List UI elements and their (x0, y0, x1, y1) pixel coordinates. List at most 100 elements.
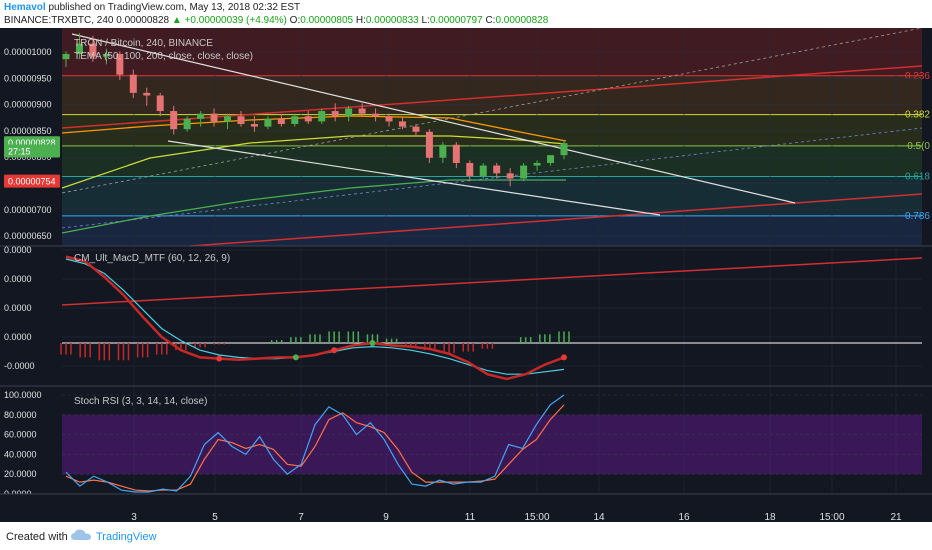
candle-body (183, 118, 191, 130)
candle-body (479, 165, 487, 176)
stoch-axis-tick: 100.0000 (4, 390, 42, 400)
stoch-rsi-label: Stoch RSI (3, 3, 14, 14, close) (74, 396, 207, 407)
candle-body (385, 116, 393, 122)
macd-axis-tick: 0.0000 (4, 332, 32, 342)
candle-body (102, 53, 110, 57)
time-axis-tick: 16 (678, 512, 690, 522)
dashed-trend-line (61, 28, 923, 194)
candle-body (237, 116, 245, 125)
descending-support-line (167, 140, 661, 216)
macd-cross-dot (216, 355, 223, 362)
open-value: 0.00000805 (300, 15, 354, 26)
price-axis-tick: 0.00000900 (4, 100, 52, 110)
tema-mid-line (61, 135, 567, 189)
macd-axis-tick: -0.0000 (4, 361, 35, 371)
candle-body (547, 155, 555, 163)
stoch-axis-tick: 60.0000 (4, 430, 37, 440)
candle-body (506, 173, 514, 179)
fib-zone (62, 215, 922, 246)
stoch-axis-tick: 40.0000 (4, 449, 37, 459)
candle-body (129, 74, 137, 93)
time-axis-tick: 11 (465, 512, 476, 522)
candle-body (116, 53, 124, 75)
stoch-k-line (65, 394, 565, 493)
price-badge (4, 144, 60, 158)
macd-trend-line (61, 257, 923, 306)
candle-body (398, 121, 406, 127)
stoch-axis-tick: 20.0000 (4, 469, 37, 479)
price-axis-tick: 0.00001000 (4, 47, 52, 57)
candle-body (452, 144, 460, 163)
stoch-band (62, 414, 922, 475)
macd-cross-dot (369, 340, 376, 346)
chart-title: TRON / Bitcoin, 240, BINANCE (74, 38, 213, 49)
candle-body (372, 113, 380, 117)
tradingview-link[interactable]: TradingView (96, 531, 157, 543)
candle-body (264, 118, 272, 127)
fib-level-label: 0.786 (905, 211, 930, 222)
channel-upper-line (61, 65, 923, 129)
candle-body (210, 113, 218, 122)
candle-body (412, 126, 420, 132)
time-axis-tick: 7 (298, 512, 304, 522)
fib-zone (62, 114, 922, 146)
up-arrow-icon: ▲ (171, 15, 182, 26)
candle-body (143, 92, 151, 96)
candle-body (156, 95, 164, 112)
candle-body (358, 108, 366, 114)
fib-level-label: 0.5(0 (907, 141, 930, 152)
fib-level-label: 0.618 (905, 171, 930, 182)
candle-body (493, 165, 501, 174)
created-with-text: Created with (6, 531, 68, 543)
price-badge (4, 174, 60, 188)
candle-body (466, 162, 474, 176)
fib-zone (62, 75, 922, 115)
candle-body (560, 143, 568, 156)
high-label: H: (355, 15, 366, 26)
time-axis-tick: 15:00 (819, 512, 844, 522)
descending-resistance-line (71, 33, 796, 204)
fib-zone (62, 176, 922, 216)
stoch-axis-tick: 80.0000 (4, 410, 37, 420)
low-value: 0.00000797 (429, 15, 483, 26)
tema-indicator-label: TEMA (50, 100, 200, close, close, close) (74, 51, 253, 62)
footer: Created with TradingView (0, 522, 932, 550)
candle-body (331, 111, 339, 117)
candle-body (62, 53, 70, 60)
price-axis-tick: 0.00000950 (4, 73, 52, 83)
price-axis-tick: 0.00000850 (4, 126, 52, 136)
high-value: 0.00000833 (365, 15, 419, 26)
tradingview-cloud-icon (71, 529, 91, 540)
candle-body (318, 111, 326, 122)
price-axis-tick: 0.00000650 (4, 231, 52, 241)
candle-body (520, 165, 528, 179)
price-badge-label: 0.00000828 (8, 138, 56, 148)
time-axis-tick: 5 (212, 512, 218, 522)
candle-body (533, 162, 541, 166)
low-label: L: (421, 15, 430, 26)
dashed-trend-line (61, 127, 923, 229)
candle-body (197, 113, 205, 119)
fib-level-label: 0.236 (905, 71, 930, 82)
time-axis-tick: 18 (764, 512, 776, 522)
macd-indicator-label: CM_Ult_MacD_MTF (60, 12, 26, 9) (74, 253, 230, 264)
time-axis-tick: 3 (131, 512, 137, 522)
price-badge-label: 0.00000754 (8, 177, 56, 187)
author-link[interactable]: Hemavol (4, 2, 46, 13)
candle-body (345, 108, 353, 117)
price-axis-tick: 0.00000700 (4, 205, 52, 215)
candle-body (224, 116, 232, 122)
time-axis-background (0, 494, 932, 522)
fib-zone (62, 145, 922, 177)
chart-canvas[interactable]: 0.236 0.382 0.5(0 0.618 0.786 0.00001000 0.000… (0, 28, 932, 522)
candle-body (89, 43, 97, 57)
tema-slow-line (61, 179, 566, 234)
fib-level-label: 0.382 (905, 110, 930, 121)
symbol-label: BINANCE:TRXBTC, 240 (4, 15, 114, 26)
macd-axis-tick: 0.0000 (4, 303, 32, 313)
candle-body (277, 118, 285, 125)
ohlc-line: BINANCE:TRXBTC, 240 0.00000828 ▲ +0.0000… (4, 15, 548, 26)
time-axis-tick: 9 (383, 512, 389, 522)
candle-body (250, 124, 258, 127)
macd-line (65, 255, 565, 381)
